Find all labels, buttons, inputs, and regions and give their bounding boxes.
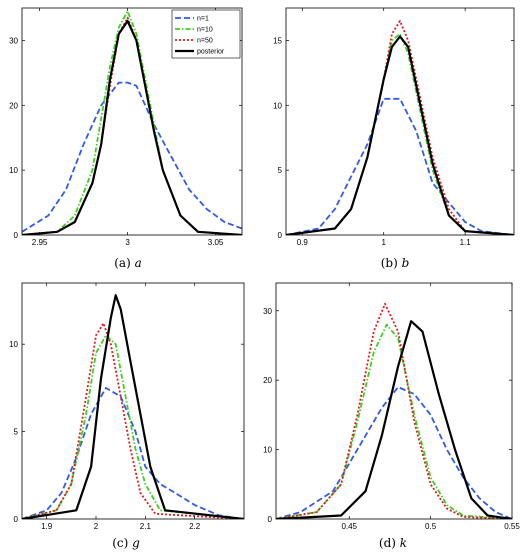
x-tick-label: 0.5: [425, 522, 437, 531]
chart-panel-1: 2.95 3 3.05 10 20 30 0 (a) a n=1 n=10 n=50 posterio…: [9, 7, 243, 270]
y-tick-label: 15: [273, 36, 282, 45]
x-tick-label: 0.9: [297, 238, 309, 247]
series-line-2: [286, 33, 514, 235]
panel-caption: (c) g: [112, 536, 140, 550]
x-tick-label: 2: [94, 522, 99, 531]
x-tick-label: 2.95: [32, 238, 48, 247]
chart-panel-3: 1.9 2 2.1 2.2 5 10 0 (c) g: [9, 282, 245, 550]
y-tick-label: 10: [273, 101, 282, 110]
legend-entry: posterior: [197, 49, 225, 56]
y-tick-label: 5: [14, 428, 19, 437]
y-tick-label: 30: [9, 36, 18, 45]
caption-prefix: (c): [112, 536, 132, 550]
y-tick-label: 20: [9, 101, 18, 110]
y-tick-label: 20: [263, 376, 272, 385]
y-tick-label: 10: [9, 166, 18, 175]
caption-prefix: (d): [379, 536, 400, 550]
x-tick-label: 1.9: [41, 522, 53, 531]
caption-variable: b: [402, 256, 410, 270]
y-tick-label: 0: [14, 515, 19, 524]
series-line-2: [276, 323, 512, 519]
y-tick-label: 5: [278, 166, 283, 175]
legend-entry: n=50: [197, 38, 213, 45]
series-line-1: [276, 386, 512, 519]
y-tick-label: 10: [263, 446, 272, 455]
x-tick-label: 2.2: [189, 522, 201, 531]
y-tick-label: 0: [278, 231, 283, 240]
chart-panel-2: 0.9 1 1.1 5 10 15 0 (b) b: [273, 7, 515, 270]
series-line-4: [276, 320, 512, 519]
series-line-3: [276, 302, 512, 519]
caption-prefix: (a): [114, 256, 134, 270]
chart-panel-4: 0.45 0.5 0.55 10 20 30 0 (d) k: [263, 282, 520, 550]
caption-variable: g: [132, 536, 140, 550]
caption-variable: k: [400, 536, 407, 550]
y-tick-label: 10: [9, 340, 18, 349]
legend-entry: n=1: [197, 16, 209, 23]
legend-entry: n=10: [197, 27, 213, 34]
axes-box: [285, 7, 515, 236]
x-tick-label: 3.05: [208, 238, 224, 247]
panel-caption: (d) k: [379, 536, 407, 550]
series-line-3: [286, 20, 514, 235]
x-tick-label: 0.45: [341, 522, 357, 531]
series-line-1: [286, 97, 514, 235]
series-line-2: [22, 334, 244, 519]
series-line-4: [22, 294, 244, 519]
series-line-1: [22, 387, 244, 519]
axes-box: [21, 7, 243, 236]
x-tick-label: 3: [125, 238, 130, 247]
axes-box: [275, 282, 513, 520]
series-line-4: [286, 35, 514, 235]
y-tick-label: 0: [268, 515, 273, 524]
series-line-4: [22, 19, 242, 235]
y-tick-label: 30: [263, 307, 272, 316]
panel-caption: (a) a: [114, 256, 142, 270]
axes-box: [21, 282, 245, 520]
panel-caption: (b) b: [381, 256, 410, 270]
x-tick-label: 1.1: [460, 238, 472, 247]
caption-variable: a: [135, 256, 142, 270]
x-tick-label: 0.55: [504, 522, 520, 531]
x-tick-label: 1: [381, 238, 386, 247]
series-line-1: [22, 81, 242, 233]
legend: n=1 n=10 n=50 posterior: [171, 9, 241, 59]
caption-prefix: (b): [381, 256, 402, 270]
x-tick-label: 2.1: [140, 522, 152, 531]
series-line-3: [22, 322, 244, 519]
y-tick-label: 0: [14, 231, 19, 240]
